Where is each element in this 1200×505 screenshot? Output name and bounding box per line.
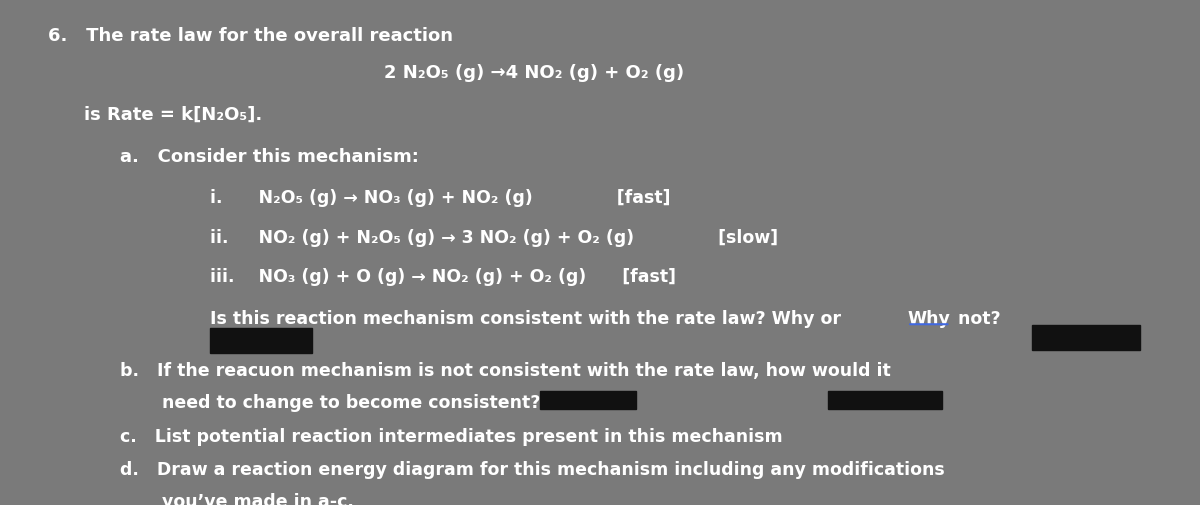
Text: you’ve made in a-c.: you’ve made in a-c. bbox=[162, 492, 354, 505]
Text: d.   Draw a reaction energy diagram for this mechanism including any modificatio: d. Draw a reaction energy diagram for th… bbox=[120, 460, 944, 478]
Text: c.   List potential reaction intermediates present in this mechanism: c. List potential reaction intermediates… bbox=[120, 428, 782, 445]
Text: 6.   The rate law for the overall reaction: 6. The rate law for the overall reaction bbox=[48, 27, 454, 45]
Text: i.      N₂O₅ (g) → NO₃ (g) + NO₂ (g)              [fast]: i. N₂O₅ (g) → NO₃ (g) + NO₂ (g) [fast] bbox=[210, 189, 671, 207]
Bar bbox=[210, 329, 312, 353]
Text: not?: not? bbox=[952, 309, 1001, 327]
Text: iii.    NO₃ (g) + O (g) → NO₂ (g) + O₂ (g)      [fast]: iii. NO₃ (g) + O (g) → NO₂ (g) + O₂ (g) … bbox=[210, 268, 676, 286]
Bar bbox=[828, 391, 942, 409]
Bar bbox=[922, 422, 1066, 442]
Bar bbox=[1032, 326, 1140, 351]
Text: 2 N₂O₅ (g) →4 NO₂ (g) + O₂ (g): 2 N₂O₅ (g) →4 NO₂ (g) + O₂ (g) bbox=[384, 64, 684, 82]
Text: is Rate = k[N₂O₅].: is Rate = k[N₂O₅]. bbox=[84, 106, 263, 124]
Bar bbox=[210, 487, 372, 505]
Text: Is this reaction mechanism consistent with the rate law? Why or: Is this reaction mechanism consistent wi… bbox=[210, 309, 847, 327]
Text: ii.     NO₂ (g) + N₂O₅ (g) → 3 NO₂ (g) + O₂ (g)              [slow]: ii. NO₂ (g) + N₂O₅ (g) → 3 NO₂ (g) + O₂ … bbox=[210, 228, 778, 246]
Text: b.   If the reacuon mechanism is not consistent with the rate law, how would it: b. If the reacuon mechanism is not consi… bbox=[120, 361, 890, 379]
Text: Why: Why bbox=[907, 309, 950, 327]
Bar bbox=[540, 391, 636, 409]
Text: a.   Consider this mechanism:: a. Consider this mechanism: bbox=[120, 147, 419, 165]
Text: need to change to become consistent?: need to change to become consistent? bbox=[162, 393, 540, 412]
